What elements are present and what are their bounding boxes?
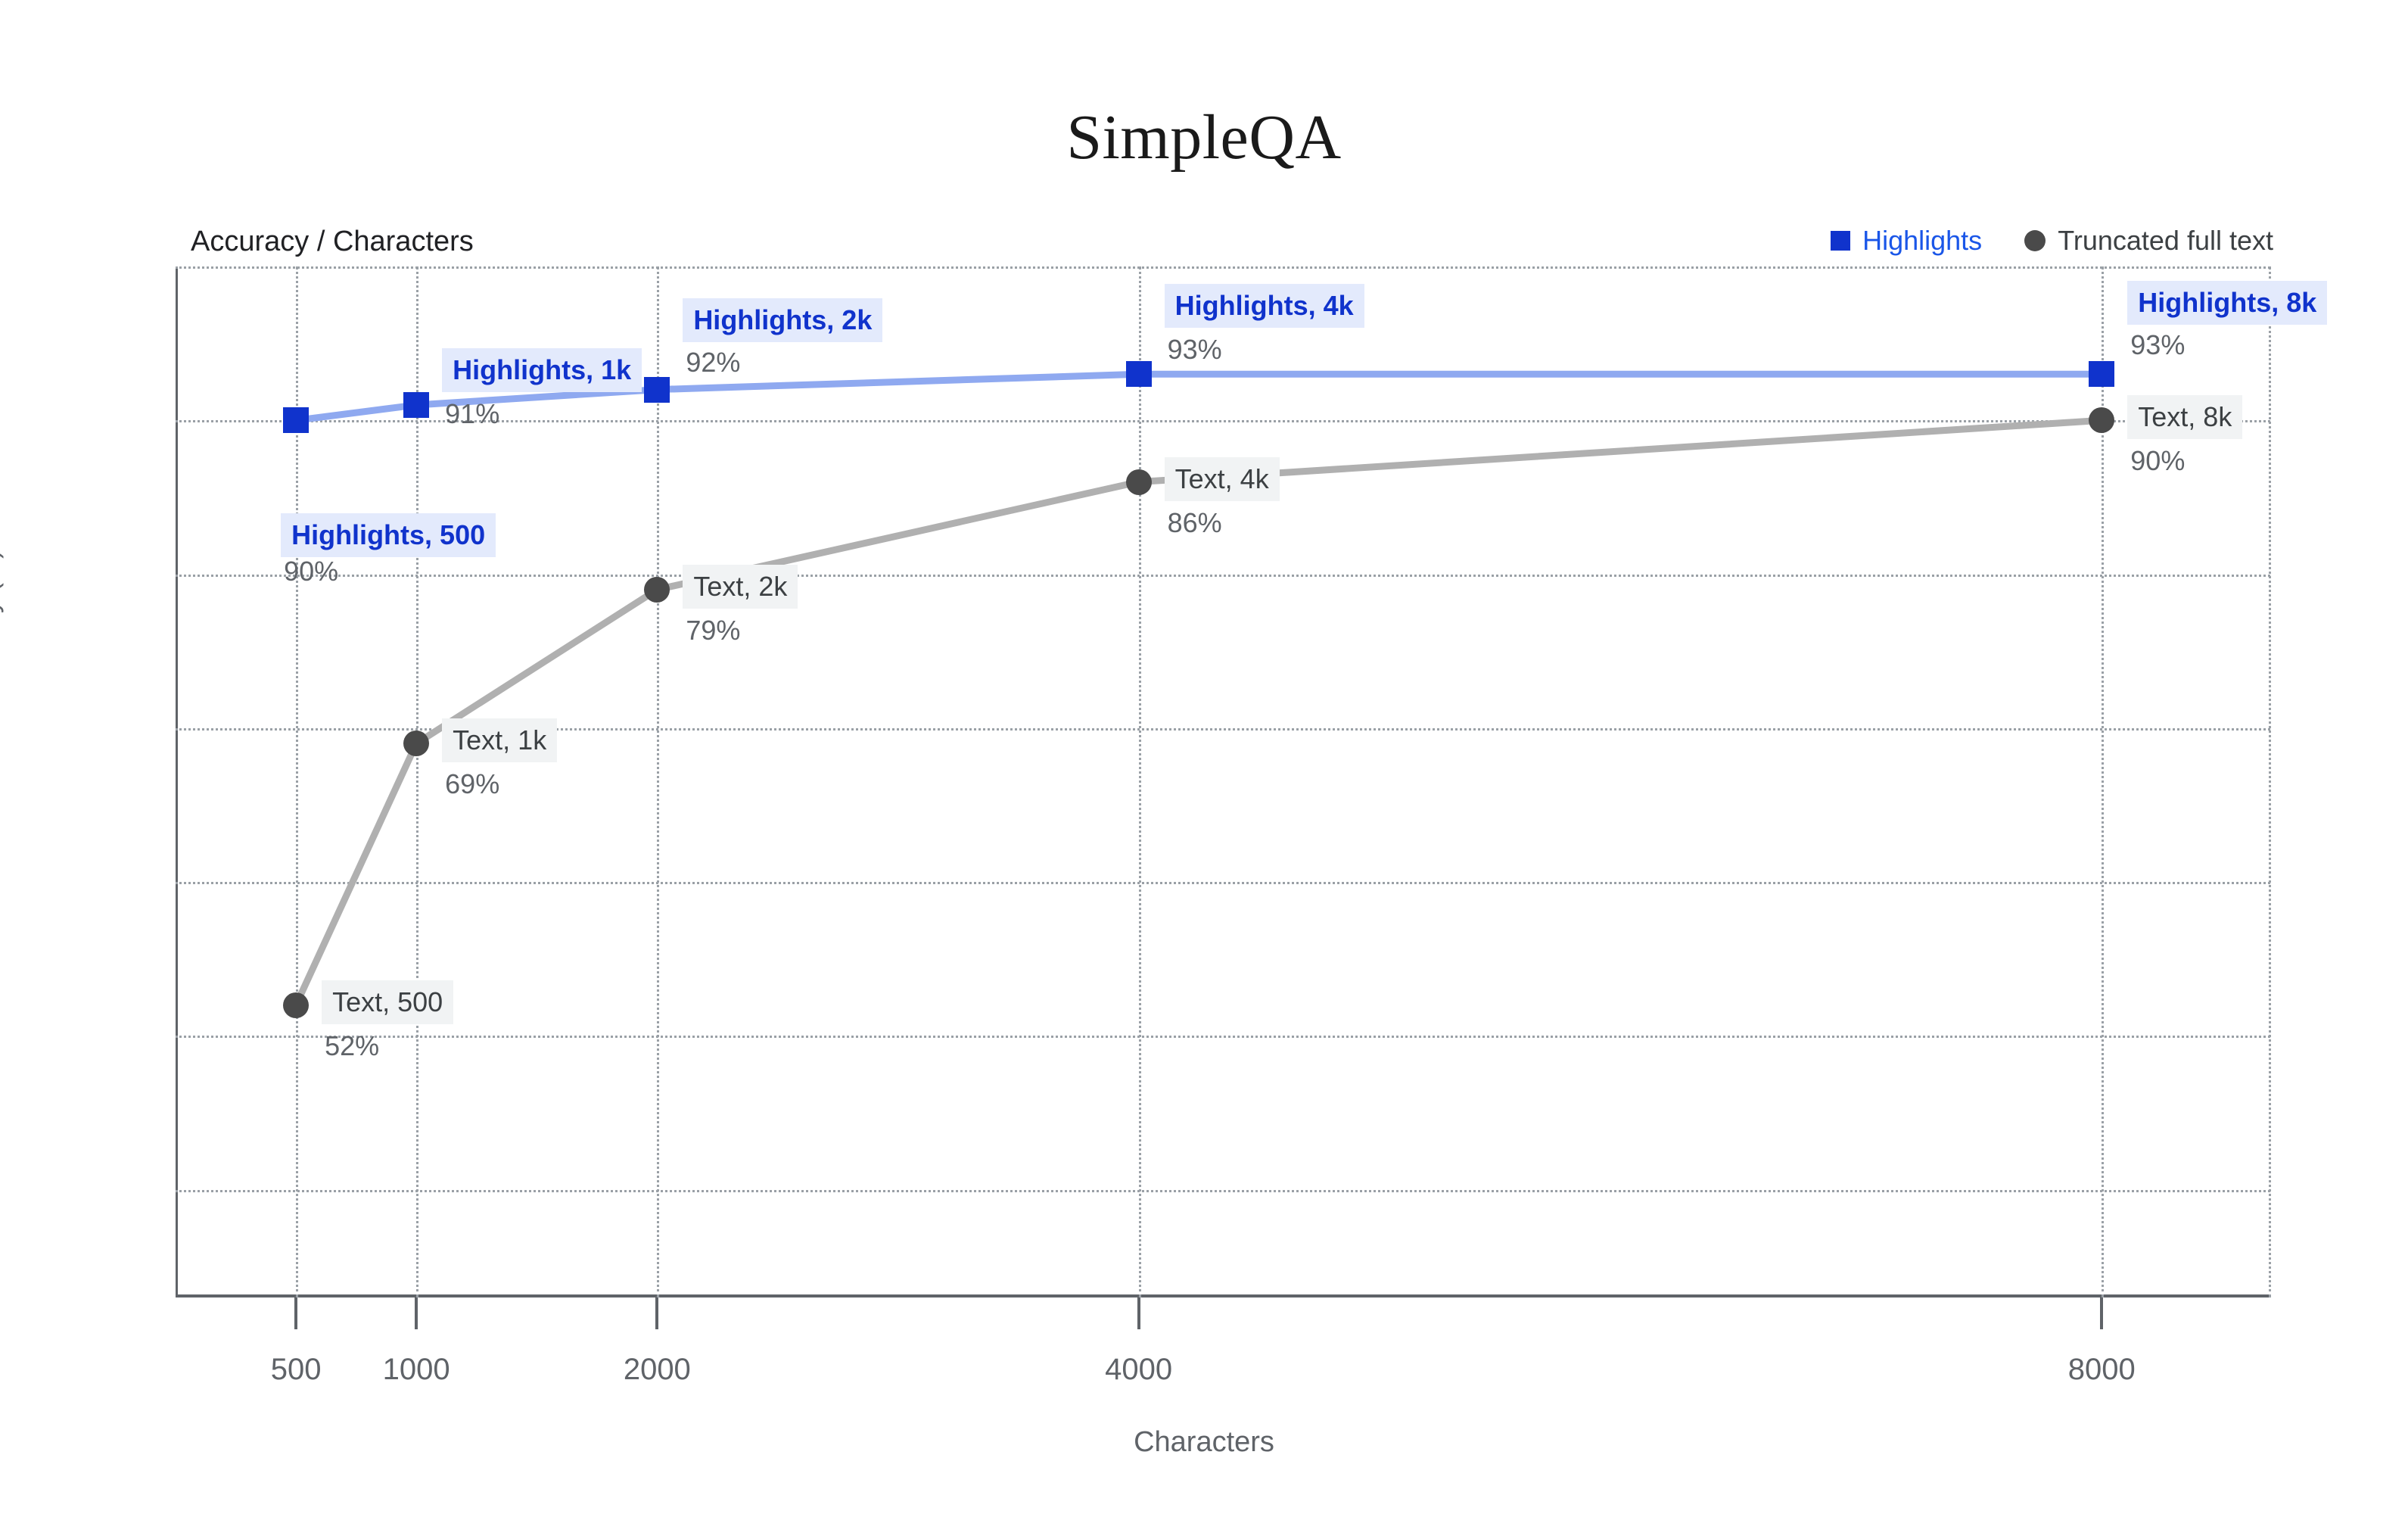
point-value-label: 79% [686,614,741,646]
x-tick-label: 4000 [1105,1353,1173,1386]
point-label-chip: Highlights, 4k [1164,284,1364,329]
point-label-chip: Highlights, 1k [442,347,642,392]
gridline-vertical [1138,266,1141,1297]
x-tick-label: 8000 [2067,1353,2136,1386]
point-label-chip: Text, 4k [1164,456,1280,501]
point-value-label: 69% [445,768,500,800]
gridline-vertical [2269,266,2271,1297]
point-label-chip: Text, 8k [2127,395,2243,440]
x-tick-label: 1000 [382,1353,450,1386]
data-point-marker[interactable] [283,992,310,1018]
y-axis-line [176,266,178,1297]
x-axis-line [176,1294,2270,1297]
legend-label-truncated-full-text: Truncated full text [2058,225,2273,256]
point-label-chip: Highlights, 500 [281,513,496,558]
legend-item-highlights[interactable]: Highlights [1831,225,1982,257]
point-value-label: 91% [445,397,500,429]
square-icon [1831,231,1851,251]
point-value-label: 90% [2130,445,2186,477]
legend-item-truncated-full-text[interactable]: Truncated full text [2024,225,2273,257]
x-tick-mark [415,1297,418,1329]
data-point-marker[interactable] [283,407,310,434]
gridline-horizontal [176,1189,2270,1192]
point-label-chip: Text, 2k [683,564,798,609]
gridline-horizontal [176,1036,2270,1039]
x-axis-title: Characters [1134,1426,1274,1458]
data-point-marker[interactable] [2089,407,2115,434]
x-tick-mark [294,1297,298,1329]
point-label-chip: Text, 500 [322,980,454,1024]
y-axis-title: Accuracy (%) [0,549,4,712]
point-value-label: 92% [686,346,741,378]
data-point-marker[interactable] [644,376,670,403]
data-point-marker[interactable] [403,731,430,757]
x-tick-mark [2100,1297,2104,1329]
gridline-horizontal [176,266,2270,269]
x-tick-label: 500 [270,1353,322,1386]
page-title: SimpleQA [1066,102,1342,173]
x-tick-mark [655,1297,659,1329]
data-point-marker[interactable] [644,576,670,603]
chart-subtitle: Accuracy / Characters [191,226,474,257]
chart-legend: Highlights Truncated full text [1831,224,2273,257]
point-value-label: 93% [2130,329,2186,361]
point-value-label: 86% [1167,506,1222,538]
data-point-marker[interactable] [2089,361,2115,388]
data-point-marker[interactable] [1125,361,1152,388]
x-tick-mark [1137,1297,1140,1329]
gridline-horizontal [176,574,2270,577]
point-label-chip: Highlights, 8k [2127,281,2328,326]
gridline-vertical [657,266,660,1297]
data-point-marker[interactable] [1125,469,1152,495]
gridline-vertical [416,266,419,1297]
point-value-label: 52% [325,1030,380,1061]
point-label-chip: Highlights, 2k [683,298,883,342]
point-value-label: 93% [1167,334,1222,366]
x-tick-label: 2000 [623,1353,691,1386]
data-point-marker[interactable] [403,391,430,418]
point-value-label: 90% [284,556,339,587]
point-label-chip: Text, 1k [442,718,558,763]
legend-label-highlights: Highlights [1862,225,1983,256]
circle-icon [2024,230,2046,251]
gridline-horizontal [176,882,2270,885]
